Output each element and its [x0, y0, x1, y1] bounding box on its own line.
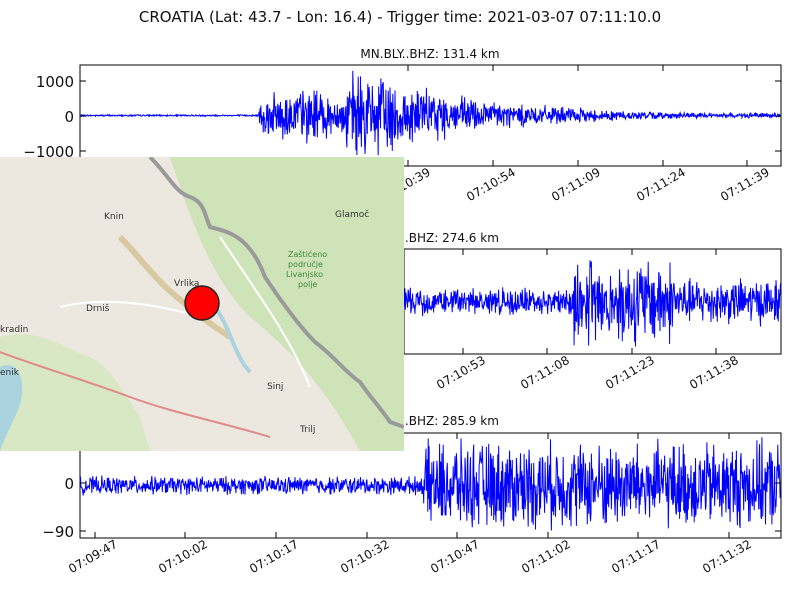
map-label: Sinj	[267, 382, 283, 392]
map-border	[148, 157, 404, 429]
x-tick-label: 07:11:02	[519, 537, 573, 576]
waveform-trace	[79, 437, 781, 531]
map-svg: Knin Glamoč Zaštićeno područje Livanjsko…	[0, 157, 404, 451]
map-water	[0, 365, 23, 451]
plot-title: ..BHZ: 285.9 km	[401, 414, 499, 428]
x-tick-label: 07:10:53	[434, 353, 488, 392]
map-river	[213, 305, 252, 374]
y-tick-label: 0	[64, 108, 74, 126]
map-label: Glamoč	[335, 209, 369, 220]
map-label: polje	[298, 280, 317, 289]
x-tick-label: 07:11:23	[603, 353, 657, 392]
x-tick-label: 07:10:17	[247, 537, 301, 576]
map-label: Knin	[104, 212, 124, 222]
map-label: područje	[288, 259, 323, 269]
map-label: Vrlika	[174, 279, 199, 289]
map-forest-area	[170, 157, 404, 451]
map-label: Trilj	[299, 425, 315, 435]
plot-title: MN.BLY..BHZ: 131.4 km	[360, 47, 499, 61]
x-tick-label: 07:09:47	[66, 537, 120, 576]
map-label: enik	[0, 368, 20, 378]
map-road	[59, 300, 201, 318]
x-tick-label: 07:11:09	[549, 165, 603, 204]
map-label: Drniš	[86, 303, 110, 314]
x-tick-label: 07:10:54	[464, 165, 518, 204]
map-label: kradin	[0, 325, 28, 335]
map-forest-area	[0, 334, 150, 451]
x-tick-label: 07:11:17	[609, 537, 663, 576]
map-label: Zaštićeno	[288, 249, 327, 259]
x-tick-label: 07:10:47	[428, 537, 482, 576]
x-tick-label: 07:11:24	[634, 165, 688, 204]
epicenter-map[interactable]: Knin Glamoč Zaštićeno područje Livanjsko…	[0, 157, 404, 451]
epicenter-marker[interactable]	[184, 285, 220, 321]
plot-title: ..BHZ: 274.6 km	[401, 231, 499, 245]
x-tick-label: 07:10:02	[156, 537, 210, 576]
x-tick-label: 07:11:39	[718, 165, 772, 204]
x-tick-label: 07:11:38	[687, 353, 741, 392]
y-tick-label: −1000	[23, 143, 74, 161]
figure-title: CROATIA (Lat: 43.7 - Lon: 16.4) - Trigge…	[138, 8, 662, 26]
waveform-trace	[403, 260, 781, 347]
x-tick-label: 07:11:32	[700, 537, 754, 576]
y-tick-label: −90	[42, 523, 74, 541]
map-label: Livanjsko	[286, 270, 323, 279]
y-tick-label: 0	[64, 475, 74, 493]
waveform-trace	[80, 70, 781, 156]
x-tick-label: 07:11:08	[518, 353, 572, 392]
y-tick-label: 1000	[36, 73, 74, 91]
map-road	[0, 351, 271, 438]
map-road	[219, 236, 311, 388]
x-tick-label: 07:10:32	[338, 537, 392, 576]
